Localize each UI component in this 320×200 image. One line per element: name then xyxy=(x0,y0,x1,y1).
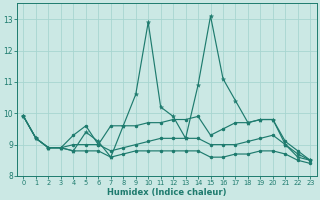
X-axis label: Humidex (Indice chaleur): Humidex (Indice chaleur) xyxy=(107,188,227,197)
